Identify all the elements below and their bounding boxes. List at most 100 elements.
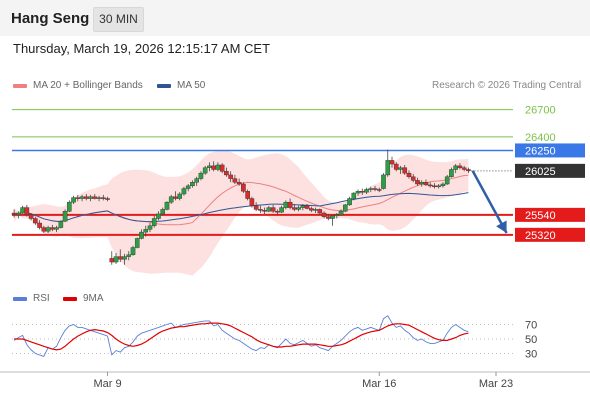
level-label-26025: 26025 <box>525 166 556 178</box>
candle-body <box>139 231 144 239</box>
candle-body <box>50 227 55 230</box>
time-axis: Mar 9 Mar 16 Mar 23 <box>0 371 590 390</box>
header-bar: Hang Seng 30 MIN <box>0 0 590 36</box>
candle-body <box>432 185 437 188</box>
candle-body <box>105 198 110 200</box>
candle-body <box>202 167 208 174</box>
candle-body <box>24 207 30 216</box>
candle-body <box>236 181 242 185</box>
candle-body <box>317 209 323 214</box>
candle-body <box>309 208 314 211</box>
candle-body <box>241 183 246 192</box>
legend-ma50: MA 50 <box>157 80 205 91</box>
candle-body <box>313 209 318 211</box>
level-label-25320: 25320 <box>525 230 556 242</box>
candle-body <box>351 192 357 199</box>
candle-body <box>224 171 229 176</box>
candle-body <box>164 201 170 210</box>
legend-9ma: 9MA <box>63 293 104 304</box>
candle-body <box>427 184 433 187</box>
candle-body <box>347 198 352 206</box>
rsi-line <box>13 315 469 357</box>
level-label-bg-26025 <box>515 163 585 178</box>
candle-body <box>262 210 267 212</box>
candle-body <box>130 247 136 255</box>
candle-body <box>156 213 161 219</box>
candle-body <box>245 191 250 199</box>
copyright-text: Research © 2026 Trading Central <box>432 80 582 91</box>
candle-body <box>190 181 195 187</box>
level-label-25540: 25540 <box>525 210 556 222</box>
ma50-swatch <box>157 83 171 88</box>
candle-body <box>385 160 391 176</box>
candle-body <box>389 160 395 165</box>
legend-ma20: MA 20 + Bollinger Bands <box>13 80 143 91</box>
candle-body <box>449 169 454 177</box>
candle-body <box>381 174 386 189</box>
candle-body <box>359 191 365 193</box>
candle-body <box>466 169 471 172</box>
candle-body <box>33 218 38 224</box>
candle-body <box>275 211 280 213</box>
candle-body <box>67 201 72 212</box>
candle-body <box>423 181 429 186</box>
candle-body <box>402 167 408 174</box>
candle-body <box>372 188 378 190</box>
projection-arrowhead <box>496 220 507 233</box>
rsi-swatch <box>13 296 27 301</box>
candle-body <box>194 178 199 183</box>
candle-body <box>436 185 441 188</box>
candle-body <box>88 196 93 199</box>
candle-body <box>185 185 191 189</box>
candle-body <box>279 207 284 213</box>
projection-arrow-line <box>471 170 508 234</box>
candle-body <box>122 256 127 260</box>
candle-body <box>266 207 272 212</box>
candle-body <box>364 189 369 193</box>
candle-body <box>406 172 412 177</box>
candle-body <box>134 238 140 248</box>
candle-body <box>228 174 233 179</box>
candle-body <box>62 211 68 222</box>
time-tick-label: Mar 9 <box>93 378 121 390</box>
candle-body <box>207 165 212 168</box>
candle-body <box>151 218 157 226</box>
candle-body <box>440 183 446 187</box>
candle-body <box>376 189 382 191</box>
candle-body <box>453 165 458 170</box>
candle-body <box>444 176 450 185</box>
candle-body <box>41 227 47 232</box>
candle-body <box>147 225 153 230</box>
candle-body <box>296 207 301 210</box>
candle-body <box>338 211 344 216</box>
bollinger-band-area <box>14 150 469 276</box>
ma50-line <box>13 192 469 223</box>
rsi-tick-30: 30 <box>525 349 537 361</box>
candle-body <box>173 196 178 199</box>
candle-body <box>168 196 174 203</box>
candle-body <box>253 205 259 210</box>
candle-body <box>211 165 216 170</box>
candle-body <box>300 205 306 208</box>
rsi-9ma-line <box>14 322 469 351</box>
legend-rsi-label: RSI <box>33 293 50 304</box>
candle-body <box>410 176 416 181</box>
candle-body <box>368 188 374 190</box>
legend-ma50-label: MA 50 <box>177 80 206 91</box>
candle-body <box>181 188 187 195</box>
ma9-swatch <box>63 296 77 301</box>
level-label-bg-25540 <box>515 207 585 222</box>
candle-body <box>249 198 255 206</box>
candle-body <box>160 209 166 215</box>
price-levels <box>12 109 513 236</box>
instrument-title: Hang Seng <box>11 10 90 27</box>
candle-body <box>270 207 276 212</box>
time-tick-label: Mar 23 <box>479 378 513 390</box>
candle-body <box>283 201 289 208</box>
rsi-tick-70: 70 <box>525 320 537 332</box>
candle-body <box>54 227 59 230</box>
chart-datetime: Thursday, March 19, 2026 12:15:17 AM CET <box>13 41 271 56</box>
level-label-bg-25320 <box>515 227 585 242</box>
interval-selector[interactable]: 30 MIN <box>93 7 144 32</box>
